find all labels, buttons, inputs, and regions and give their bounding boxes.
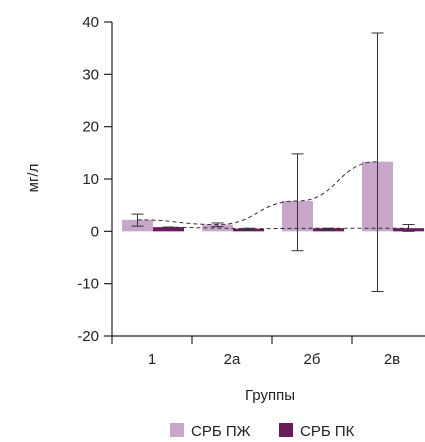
y-tick-label: 30 bbox=[82, 66, 99, 83]
y-tick-label: -10 bbox=[77, 276, 99, 293]
legend: СРБ ПЖ СРБ ПК bbox=[170, 423, 355, 440]
y-tick-label: 20 bbox=[82, 119, 99, 136]
y-tick-label: 10 bbox=[82, 171, 99, 188]
legend-label: СРБ ПЖ bbox=[191, 423, 251, 440]
y-axis-title: мг/л bbox=[25, 164, 42, 193]
x-tick-label: 1 bbox=[148, 351, 156, 368]
bar bbox=[153, 227, 184, 232]
y-tick-label: -20 bbox=[77, 328, 99, 345]
legend-swatch bbox=[170, 423, 184, 437]
x-tick-label: 2б bbox=[304, 351, 321, 368]
y-tick-label: 40 bbox=[82, 14, 99, 31]
x-tick-label: 2а bbox=[224, 351, 241, 368]
plot-area: -20 -10 0 10 20 30 40 1 2а 2б 2в bbox=[77, 14, 425, 368]
trend-line-srb-pzh bbox=[137, 161, 378, 226]
trend-line-srb-pk bbox=[168, 226, 409, 230]
legend-label: СРБ ПК bbox=[300, 423, 355, 440]
y-tick-label: 0 bbox=[91, 223, 99, 240]
x-tick-label: 2в bbox=[384, 351, 400, 368]
x-axis-title: Группы bbox=[245, 387, 295, 404]
legend-swatch bbox=[279, 423, 293, 437]
